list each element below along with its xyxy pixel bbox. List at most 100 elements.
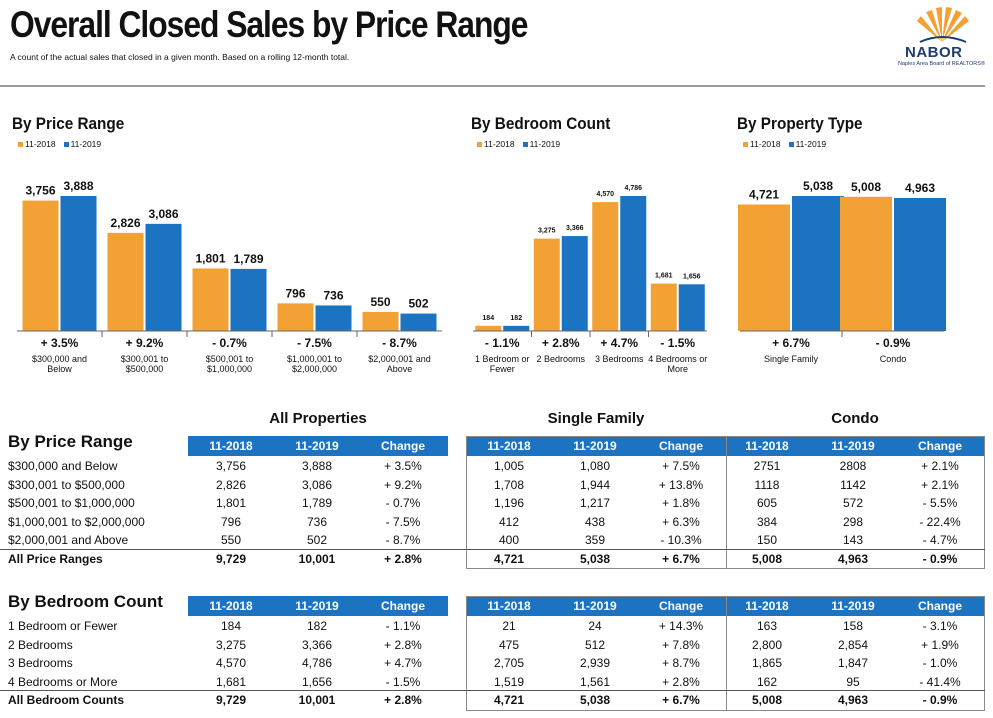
data-label: 4,570 [596,191,614,198]
table-cell: + 2.1% [921,459,959,473]
change-label: - 1.1% [485,336,520,350]
table-cell: 1,847 [837,656,869,670]
column-header: Change [917,599,962,613]
change-label: + 3.5% [41,336,79,350]
table-cell: 1,681 [215,674,247,689]
table-cell: 182 [306,619,328,633]
table-header: 11-2018 11-2019 Change [726,596,985,616]
bar [894,198,946,331]
table-cell: 736 [306,514,328,529]
table-cell: + 7.8% [662,637,700,652]
table-cell: 4,963 [837,693,869,707]
table-divider [726,596,727,711]
table-header: 11-2018 11-2019 Change [466,436,726,456]
chart-title-property: By Property Type [737,114,863,133]
column-header: 11-2019 [573,439,617,453]
table-cell: 1,944 [579,477,611,492]
column-header: 11-2018 [487,439,531,453]
table-cell: - 1.0% [922,656,958,670]
data-label: 3,888 [63,179,93,193]
table-cell: 158 [842,619,864,633]
legend-item-2018: 11-2018 [477,139,515,149]
change-label: - 0.9% [876,336,911,350]
bar [230,268,267,331]
table-cell: 1,801 [215,496,247,510]
bar [145,223,182,331]
category-label: Below [47,364,72,374]
table-cell: 1,865 [751,656,783,670]
category-label: $500,000 [126,364,164,374]
row-label: $300,001 to $500,000 [8,477,125,492]
bar [362,311,399,331]
data-label: 3,275 [538,228,556,235]
table-cell: 3,275 [215,637,247,652]
category-label: 2 Bedrooms [536,354,585,364]
nabor-logo-icon [917,7,969,43]
bar [533,238,560,331]
table-cell: 1,217 [579,496,611,510]
table-cell: 5,038 [579,551,611,566]
table-cell: 95 [846,674,860,689]
row-label: All Bedroom Counts [8,693,124,707]
change-label: + 9.2% [126,336,164,350]
table-cell: 1,519 [493,674,525,689]
table-cell: 1,196 [493,496,525,510]
table-cell: 3,086 [301,477,333,492]
bar [475,325,502,331]
table-cell: + 14.3% [658,619,704,633]
change-label: + 6.7% [772,336,810,350]
category-label: 3 Bedrooms [595,354,644,364]
table-cell: 1,708 [493,477,525,492]
table-cell: 9,729 [215,551,247,566]
table-cell: + 6.7% [662,693,700,707]
column-header: Change [380,439,425,453]
table-cell: 2751 [753,459,781,473]
category-label: 4 Bedrooms or [648,354,707,364]
table-cell: 412 [498,514,520,529]
table-cell: + 4.7% [384,656,422,670]
table-cell: 10,001 [298,551,336,566]
table-cell: 143 [842,533,864,547]
table-cell: - 10.3% [660,533,702,547]
table-cell: - 0.9% [922,551,958,566]
table-cell: 572 [842,496,864,510]
category-label: $500,001 to [206,354,254,364]
bar [650,283,677,331]
column-header: 11-2019 [573,599,617,613]
table-cell: - 22.4% [919,514,961,529]
data-label: 182 [510,315,522,322]
bar [592,202,619,331]
legend-item-2018: 11-2018 [743,139,781,149]
page-title: Overall Closed Sales by Price Range [10,4,528,45]
column-header: Change [658,599,703,613]
data-label: 1,656 [683,273,701,280]
table-cell: - 7.5% [385,514,421,529]
data-label: 736 [323,288,343,302]
data-label: 1,681 [655,273,673,280]
group-title: Condo [831,410,879,427]
change-label: + 4.7% [600,336,638,350]
category-label: $1,000,001 to [287,354,342,364]
table-cell: + 2.8% [662,674,700,689]
table-cell: 4,721 [493,693,525,707]
bar [840,196,892,331]
table-cell: 3,888 [301,459,333,473]
column-header: 11-2018 [745,439,789,453]
table-cell: 550 [220,533,242,547]
table-cell: 512 [584,637,606,652]
data-label: 502 [408,297,428,311]
table-cell: + 1.8% [662,496,700,510]
data-label: 4,963 [905,181,935,195]
column-header: 11-2018 [209,439,253,453]
table-cell: 438 [584,514,606,529]
category-label: 1 Bedroom or [475,354,530,364]
legend-item-2018: 11-2018 [18,139,56,149]
header-divider [0,85,985,87]
bar [561,236,588,331]
table-cell: - 1.1% [385,619,421,633]
row-label: 1 Bedroom or Fewer [8,619,118,633]
bar [620,196,647,331]
total-rule [0,548,985,550]
logo-tagline: Naples Area Board of REALTORS® [898,61,986,67]
logo-name: NABOR [905,44,963,61]
